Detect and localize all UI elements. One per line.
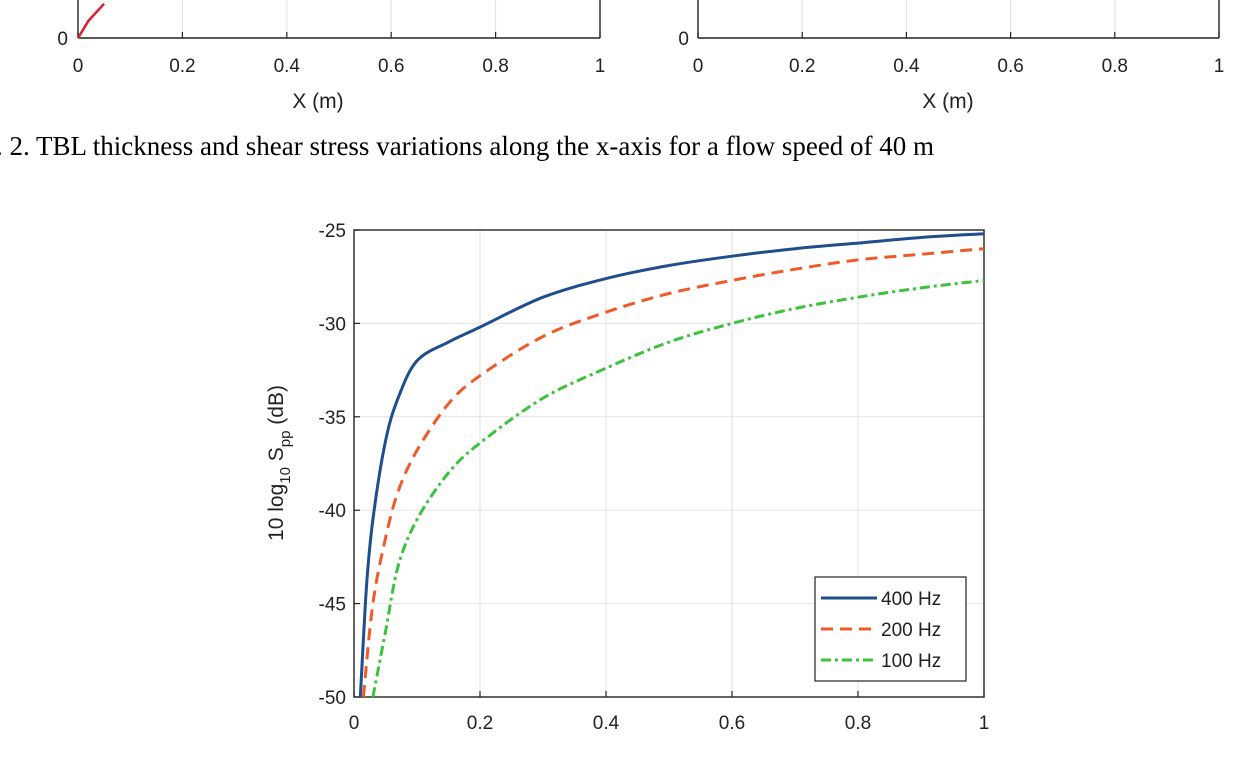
legend-label-400-hz: 400 Hz xyxy=(881,589,941,610)
top-left-x-tick-2: 0.4 xyxy=(274,56,301,77)
top-right-x-tick-1: 0.2 xyxy=(789,56,815,77)
y-label-suffix: (dB) xyxy=(265,385,288,431)
main-y-tick-5: -50 xyxy=(319,688,346,709)
top-left-y-tick-0: 0 xyxy=(57,29,68,50)
main-y-tick-2: -35 xyxy=(319,408,346,429)
top-right-x-tick-3: 0.6 xyxy=(997,56,1023,77)
top-left-x-tick-3: 0.6 xyxy=(378,56,404,77)
figure-caption: . 2. TBL thickness and shear stress vari… xyxy=(0,131,934,161)
main-y-tick-3: -40 xyxy=(319,501,346,522)
y-label-sub2: pp xyxy=(277,431,294,448)
main-x-tick-2: 0.4 xyxy=(593,713,620,734)
top-right-x-tick-5: 1 xyxy=(1214,56,1225,77)
legend-label-200-hz: 200 Hz xyxy=(881,620,941,641)
top-left-x-tick-5: 1 xyxy=(595,56,606,77)
main-y-tick-0: -25 xyxy=(319,221,346,242)
main-x-tick-5: 1 xyxy=(979,713,990,734)
y-label-prefix: 10 log xyxy=(265,484,288,541)
y-label-mid: S xyxy=(265,447,288,467)
y-label-sub1: 10 xyxy=(277,467,294,484)
top-right-x-tick-2: 0.4 xyxy=(893,56,920,77)
series-400-hz-line xyxy=(358,232,985,698)
series-200-hz-line xyxy=(361,247,985,698)
series-100-hz-line xyxy=(371,278,985,698)
main-plot: 0 0.2 0.4 0.6 0.8 1-25-30-35-40-45-50 10 log1… xyxy=(265,221,989,734)
main-y-axis-label: 10 log10 Spp (dB) xyxy=(265,385,294,541)
legend-label-100-hz: 100 Hz xyxy=(881,651,941,672)
top-right-y-tick-0: 0 xyxy=(678,29,689,50)
top-left-x-tick-0: 0 xyxy=(73,56,84,77)
top-left-series-curve xyxy=(76,2,106,39)
main-y-tick-1: -30 xyxy=(319,314,346,335)
top-left-x-tick-4: 0.8 xyxy=(482,56,508,77)
main-x-tick-4: 0.8 xyxy=(845,713,871,734)
main-x-tick-1: 0.2 xyxy=(467,713,493,734)
top-right-x-axis-label: X (m) xyxy=(922,90,973,113)
main-x-tick-3: 0.6 xyxy=(719,713,745,734)
top-left-plot: 0 0.2 0.4 0.6 0.8 1 0 X (m) xyxy=(57,0,605,113)
top-left-x-axis-label: X (m) xyxy=(292,90,343,113)
top-left-x-tick-1: 0.2 xyxy=(169,56,195,77)
top-right-plot: 0 0.2 0.4 0.6 0.8 1 0 X (m) xyxy=(678,0,1224,113)
legend: 400 Hz 200 Hz 100 Hz xyxy=(814,576,967,682)
top-right-x-tick-0: 0 xyxy=(693,56,704,77)
top-right-x-tick-4: 0.8 xyxy=(1102,56,1128,77)
main-y-tick-4: -45 xyxy=(319,595,346,616)
main-x-tick-0: 0 xyxy=(349,713,360,734)
main-plot-frame xyxy=(353,229,985,698)
